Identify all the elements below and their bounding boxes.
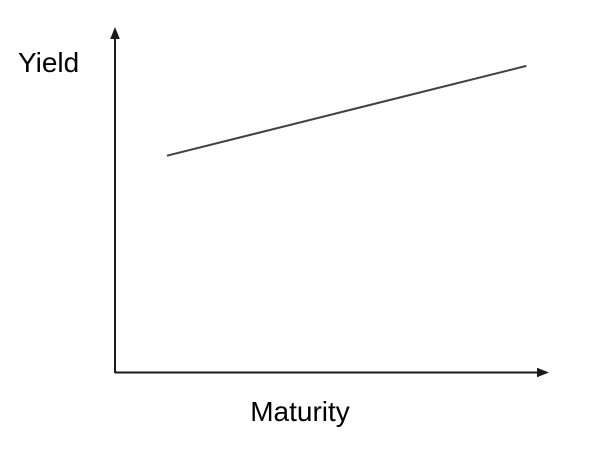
- x-axis-label: Maturity: [250, 396, 350, 427]
- y-axis-arrow-icon: [110, 27, 120, 39]
- yield-curve-line: [166, 64, 527, 157]
- x-axis-arrow-icon: [537, 367, 549, 378]
- y-axis-label: Yield: [18, 47, 80, 78]
